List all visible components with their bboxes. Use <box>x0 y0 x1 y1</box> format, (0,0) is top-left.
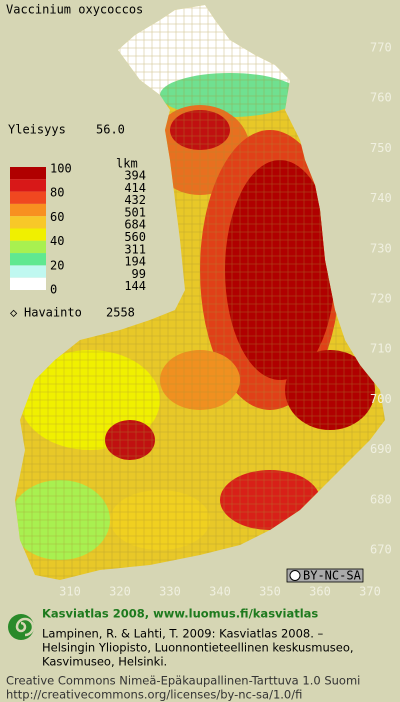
count-label: 414 <box>124 181 146 195</box>
count-label: 144 <box>124 279 146 293</box>
count-label: 432 <box>124 193 146 207</box>
count-label: 501 <box>124 205 146 219</box>
frequency-label: Yleisyys <box>8 123 66 137</box>
grid-label: 730 <box>370 241 392 255</box>
scale-label: 40 <box>50 234 64 248</box>
grid-label: 720 <box>370 292 392 306</box>
license-line: Creative Commons Nimeä-Epäkaupallinen-Ta… <box>6 674 360 688</box>
grid-label: 760 <box>370 91 392 105</box>
count-label: 394 <box>124 169 146 183</box>
logo <box>8 614 35 640</box>
footer-heading: Kasviatlas 2008, www.luomus.fi/kasviatla… <box>42 607 318 621</box>
count-label: 99 <box>132 267 146 281</box>
scale-label: 80 <box>50 186 64 200</box>
grid-label: 360 <box>309 585 331 599</box>
citation-line: Kasvimuseo, Helsinki. <box>42 655 167 669</box>
count-label: 560 <box>124 230 146 244</box>
count-label: 194 <box>124 255 146 269</box>
species-title: Vaccinium oxycoccos <box>6 3 143 17</box>
license-badge-text: BY-NC-SA <box>303 569 362 583</box>
grid-label: 690 <box>370 442 392 456</box>
grid-label: 750 <box>370 141 392 155</box>
license-badge <box>286 568 364 583</box>
grid-label: 310 <box>59 585 81 599</box>
legend-swatches <box>10 167 46 290</box>
scale-label: 100 <box>50 162 72 176</box>
count-label: 684 <box>124 218 146 232</box>
grid-label: 670 <box>370 543 392 557</box>
grid-label: 330 <box>159 585 181 599</box>
scale-label: 20 <box>50 258 64 272</box>
grid-label: 320 <box>109 585 131 599</box>
grid-label: 350 <box>259 585 281 599</box>
observation-marker: ◇ <box>10 306 18 320</box>
count-label: 311 <box>124 242 146 256</box>
scale-label: 60 <box>50 210 64 224</box>
observations-label: Havainto <box>24 306 82 320</box>
grid-label: 340 <box>209 585 231 599</box>
grid-label: 700 <box>370 392 392 406</box>
grid-label: 740 <box>370 191 392 205</box>
observations-value: 2558 <box>106 306 135 320</box>
license-line: http://creativecommons.org/licenses/by-n… <box>6 688 302 702</box>
citation-line: Helsingin Yliopisto, Luonnontieteellinen… <box>42 641 354 655</box>
grid-label: 710 <box>370 342 392 356</box>
citation-line: Lampinen, R. & Lahti, T. 2009: Kasviatla… <box>42 627 324 641</box>
grid-label: 680 <box>370 492 392 506</box>
scale-label: 0 <box>50 283 57 297</box>
grid-label: 370 <box>359 585 381 599</box>
cc-icon <box>289 570 301 581</box>
count-header: lkm <box>116 157 138 171</box>
grid-label: 770 <box>370 41 392 55</box>
frequency-value: 56.0 <box>96 123 125 137</box>
